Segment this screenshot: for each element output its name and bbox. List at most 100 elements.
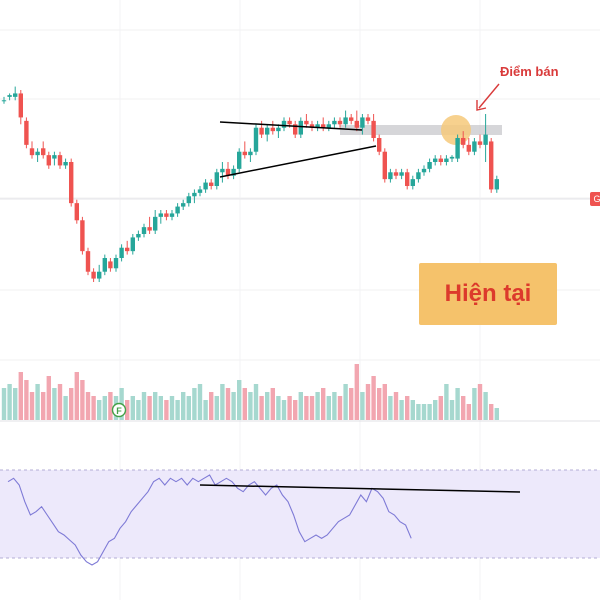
candle-body <box>393 172 399 176</box>
volume-bar <box>466 404 471 420</box>
volume-bar <box>304 396 309 420</box>
sell-point-label: Điểm bán <box>500 64 559 79</box>
candle-body <box>158 213 163 217</box>
volume-bar <box>321 388 326 420</box>
candle-body <box>237 151 242 169</box>
candle-body <box>7 95 12 97</box>
volume-bar <box>293 400 298 420</box>
volume-bar <box>494 408 499 420</box>
volume-bar <box>489 404 494 420</box>
current-position-label: Hiện tại <box>444 280 532 307</box>
candle-body <box>24 120 29 145</box>
volume-bar <box>18 372 23 420</box>
candle-body <box>455 138 460 159</box>
candle-body <box>102 258 107 272</box>
candle-body <box>360 117 365 128</box>
candle-body <box>265 127 270 135</box>
candle-body <box>315 124 320 128</box>
candle-body <box>405 172 410 186</box>
candle-body <box>80 220 85 252</box>
candle-body <box>35 151 40 156</box>
lower-trendline <box>219 145 377 178</box>
candle-body <box>421 168 427 173</box>
candle-body <box>225 168 231 176</box>
candle-body <box>209 182 214 186</box>
candle-body <box>169 213 175 217</box>
marker-circle <box>111 402 127 418</box>
volume-bar <box>158 396 163 420</box>
volume-bar <box>237 380 242 420</box>
candle-body <box>483 134 488 145</box>
volume-bar <box>209 392 214 420</box>
volume-bar <box>298 392 303 420</box>
marker-label: F <box>116 406 122 416</box>
volume-bar <box>29 392 35 420</box>
candle-body <box>365 117 371 121</box>
volume-bar <box>281 400 287 420</box>
candle-body <box>489 141 494 190</box>
volume-bar <box>220 384 225 420</box>
volume-bar <box>248 392 253 420</box>
candle-body <box>321 124 326 128</box>
candle-body <box>281 120 287 128</box>
volume-bar <box>41 392 46 420</box>
volume-bar <box>181 392 186 420</box>
volume-bar <box>136 400 141 420</box>
candle-body <box>304 120 309 125</box>
volume-bar <box>46 376 51 420</box>
candle-body <box>382 151 387 180</box>
candle-body <box>270 127 275 132</box>
candle-body <box>354 120 359 128</box>
candlesticks <box>1 86 499 282</box>
candle-body <box>181 203 186 207</box>
candle-body <box>119 247 124 258</box>
candle-body <box>125 247 130 252</box>
volume-bar <box>455 388 460 420</box>
candle-body <box>91 271 96 279</box>
candle-body <box>427 162 432 169</box>
candle-body <box>371 120 376 138</box>
volume-bar <box>354 364 359 420</box>
candle-body <box>259 127 264 135</box>
volume-bar <box>332 392 337 420</box>
upper-trendline <box>219 121 363 131</box>
volume-bar <box>405 396 410 420</box>
volume-bar <box>276 396 281 420</box>
candle-body <box>494 179 499 190</box>
volume-bar <box>24 380 29 420</box>
candle-body <box>399 172 404 176</box>
volume-bar <box>472 388 477 420</box>
candle-body <box>57 155 63 166</box>
volume-bar <box>164 400 169 420</box>
candle-body <box>18 93 23 118</box>
rsi-line <box>7 474 412 566</box>
candle-body <box>438 158 443 162</box>
candle-body <box>309 124 315 128</box>
volume-bar <box>337 396 343 420</box>
volume-bar <box>147 396 152 420</box>
candle-body <box>85 251 91 272</box>
candle-body <box>113 258 119 269</box>
candle-body <box>203 182 208 190</box>
volume-bar <box>360 392 365 420</box>
candle-body <box>220 168 225 173</box>
volume-bar <box>483 392 488 420</box>
candle-body <box>449 156 455 159</box>
candle-body <box>231 168 236 176</box>
candle-body <box>416 172 421 180</box>
candle-body <box>337 120 343 125</box>
volume-bar <box>449 400 455 420</box>
volume-bar <box>169 396 175 420</box>
candle-body <box>293 124 298 135</box>
candle-body <box>141 227 147 234</box>
candle-body <box>130 237 135 252</box>
volume-bar <box>421 404 427 420</box>
volume-bar <box>410 400 415 420</box>
volume-bar <box>349 388 354 420</box>
candle-body <box>29 148 35 156</box>
volume-bar <box>477 384 483 420</box>
rsi-band-fill <box>0 470 600 558</box>
candle-body <box>472 141 477 152</box>
